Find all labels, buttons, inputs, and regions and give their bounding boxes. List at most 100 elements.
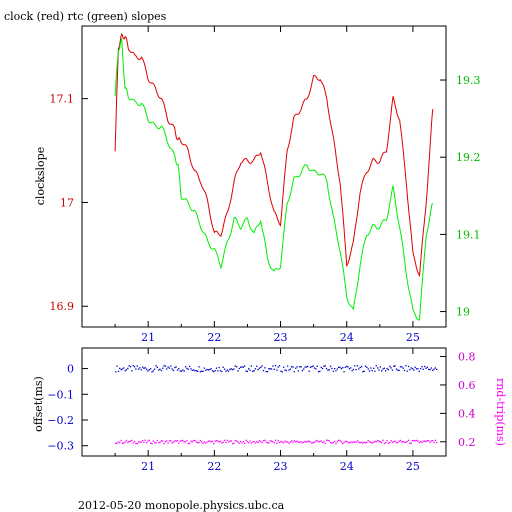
- offset-point: [218, 366, 220, 369]
- offset-point: [432, 369, 434, 371]
- offset-point: [227, 370, 230, 372]
- rnd-trip-point: [198, 441, 200, 444]
- offset-x-tick-label: 23: [274, 460, 288, 473]
- offset-point: [291, 366, 293, 368]
- offset-point: [120, 368, 122, 371]
- offset-point: [330, 365, 332, 367]
- offset-point: [289, 368, 291, 370]
- rnd-trip-point: [370, 441, 372, 444]
- offset-point: [352, 368, 355, 371]
- offset-point: [383, 367, 385, 369]
- rnd-trip-point: [407, 439, 410, 441]
- offset-point: [381, 370, 383, 372]
- offset-point: [125, 369, 128, 371]
- rnd-trip-point: [214, 440, 216, 442]
- rnd-trip-point: [154, 442, 156, 444]
- rnd-trip-point: [301, 442, 304, 444]
- roundtrip-right-ticks: 0.2 0.4 0.6 0.8: [440, 351, 476, 449]
- offset-point: [182, 369, 184, 371]
- offset-points: [115, 365, 438, 373]
- offset-point: [313, 367, 316, 369]
- rnd-trip-point: [201, 441, 203, 443]
- offset-point: [354, 365, 356, 367]
- offset-left-tick-label: −0.2: [47, 414, 74, 427]
- offset-point: [309, 366, 312, 368]
- roundtrip-right-tick-label: 0.8: [458, 351, 476, 364]
- offset-point: [193, 369, 195, 371]
- offset-point: [433, 368, 435, 370]
- offset-x-tick-label: 24: [340, 460, 354, 473]
- rnd-trip-point: [327, 439, 329, 441]
- offset-point: [269, 368, 271, 370]
- offset-point: [272, 365, 274, 367]
- rnd-trip-point: [300, 440, 302, 443]
- rnd-trip-point: [219, 440, 222, 443]
- rnd-trip-point: [184, 441, 187, 443]
- offset-point: [115, 371, 117, 373]
- offset-point: [409, 368, 411, 371]
- rnd-trip-point: [217, 440, 219, 442]
- offset-point: [234, 365, 236, 367]
- offset-point: [257, 369, 259, 371]
- offset-point: [135, 368, 137, 370]
- offset-point: [424, 365, 426, 368]
- rnd-trip-point: [287, 441, 289, 443]
- rnd-trip-point: [332, 441, 334, 444]
- offset-point: [297, 370, 299, 372]
- rnd-trip-point: [342, 442, 344, 445]
- rnd-trip-point: [351, 442, 353, 444]
- rnd-trip-point: [375, 441, 377, 443]
- rnd-trip-point: [283, 442, 285, 444]
- offset-point: [411, 368, 414, 370]
- offset-point: [123, 367, 125, 369]
- rnd-trip-point: [182, 439, 184, 442]
- rnd-trip-point: [387, 442, 389, 444]
- offset-point: [348, 368, 351, 370]
- rnd-trip-point: [265, 441, 267, 443]
- offset-point: [245, 370, 247, 372]
- rnd-trip-point: [374, 440, 376, 442]
- offset-point: [273, 368, 275, 370]
- offset-point: [162, 367, 164, 369]
- offset-point: [346, 365, 348, 368]
- offset-point: [229, 368, 231, 371]
- offset-point: [225, 370, 227, 372]
- offset-point: [413, 369, 415, 371]
- rnd-trip-point: [257, 441, 259, 443]
- offset-point: [403, 369, 406, 372]
- offset-point: [121, 368, 124, 370]
- rnd-trip-point: [127, 441, 129, 444]
- offset-point: [270, 368, 273, 370]
- rnd-trip-point: [377, 439, 379, 442]
- offset-point: [191, 369, 193, 372]
- offset-point: [143, 367, 145, 369]
- rnd-trip-point: [194, 439, 196, 442]
- rnd-trip-point: [418, 441, 420, 444]
- offset-point: [266, 371, 269, 373]
- offset-point: [179, 370, 181, 372]
- slope-right-tick-label: 19.3: [456, 74, 481, 87]
- rnd-trip-point: [129, 440, 132, 442]
- rnd-trip-point: [209, 440, 211, 442]
- offset-point: [253, 370, 255, 372]
- offset-point: [119, 367, 121, 369]
- rnd-trip-point: [354, 441, 356, 443]
- offset-point: [317, 371, 320, 373]
- rnd-trip-point: [281, 441, 283, 443]
- offset-point: [210, 368, 212, 370]
- offset-point: [391, 369, 394, 371]
- chart-title: clock (red) rtc (green) slopes: [4, 10, 167, 23]
- offset-point: [230, 368, 232, 370]
- offset-point: [148, 369, 150, 371]
- offset-point: [347, 366, 349, 368]
- rnd-trip-point: [125, 439, 128, 442]
- rnd-trip-point: [406, 440, 408, 443]
- rnd-trip-point: [355, 441, 357, 443]
- rnd-trip-point: [324, 442, 326, 445]
- rnd-trip-point: [166, 440, 168, 442]
- offset-point: [371, 370, 373, 372]
- offset-point: [144, 367, 146, 369]
- offset-point: [288, 369, 290, 371]
